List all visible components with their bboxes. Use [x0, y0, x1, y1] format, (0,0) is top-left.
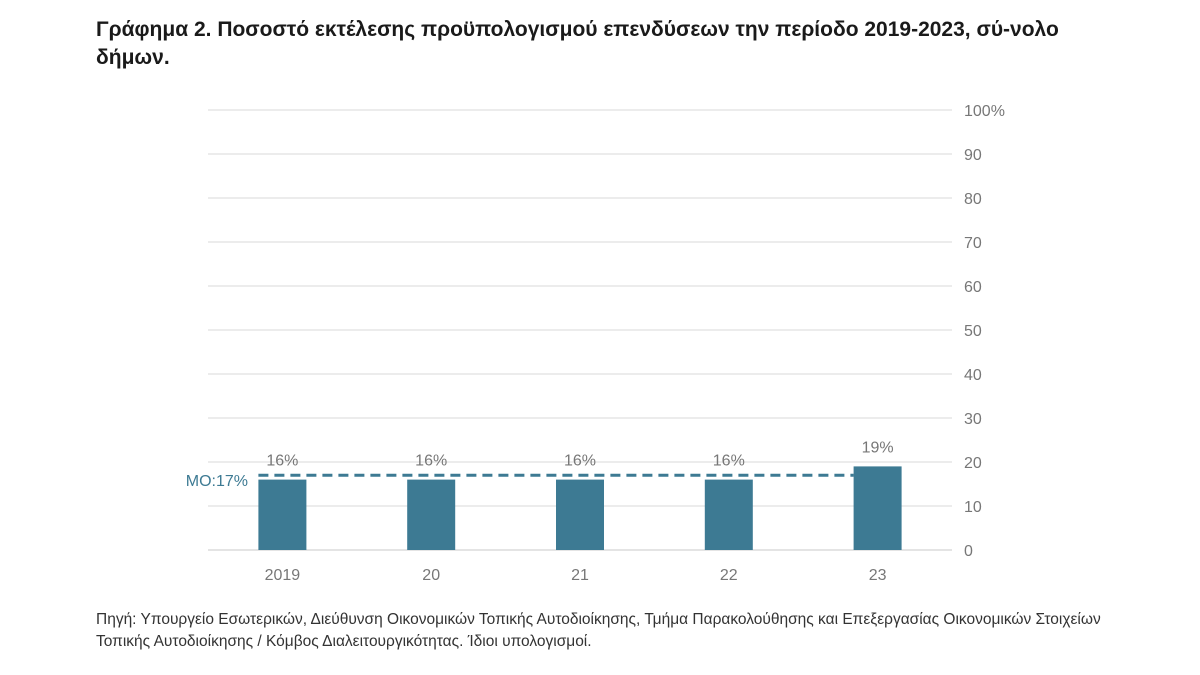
y-tick-label: 80	[964, 191, 982, 208]
data-label: 16%	[713, 453, 745, 470]
y-tick-label: 50	[964, 323, 982, 340]
average-label: ΜΟ:17%	[186, 473, 248, 490]
bar	[853, 466, 902, 550]
x-tick-label: 2019	[265, 567, 301, 584]
y-tick-label: 60	[964, 279, 982, 296]
y-tick-label: 0	[964, 543, 973, 560]
x-tick-label: 20	[422, 567, 440, 584]
y-tick-label: 30	[964, 411, 982, 428]
bar	[407, 479, 456, 550]
y-tick-label: 20	[964, 455, 982, 472]
chart-title: Γράφημα 2. Ποσοστό εκτέλεσης προϋπολογισ…	[96, 18, 1059, 69]
bar	[704, 479, 753, 550]
data-label: 16%	[564, 453, 596, 470]
y-tick-label: 70	[964, 235, 982, 252]
y-tick-label: 100%	[964, 103, 1005, 120]
y-tick-label: 90	[964, 147, 982, 164]
data-label: 16%	[415, 453, 447, 470]
data-label: 19%	[862, 439, 894, 456]
x-tick-label: 22	[720, 567, 738, 584]
x-tick-label: 23	[869, 567, 887, 584]
y-tick-label: 40	[964, 367, 982, 384]
x-tick-label: 21	[571, 567, 589, 584]
data-label: 16%	[266, 453, 298, 470]
source-note: Πηγή: Υπουργείο Εσωτερικών, Διεύθυνση Οι…	[96, 611, 1101, 650]
y-tick-label: 10	[964, 499, 982, 516]
bar	[556, 479, 604, 550]
bar	[258, 479, 307, 550]
